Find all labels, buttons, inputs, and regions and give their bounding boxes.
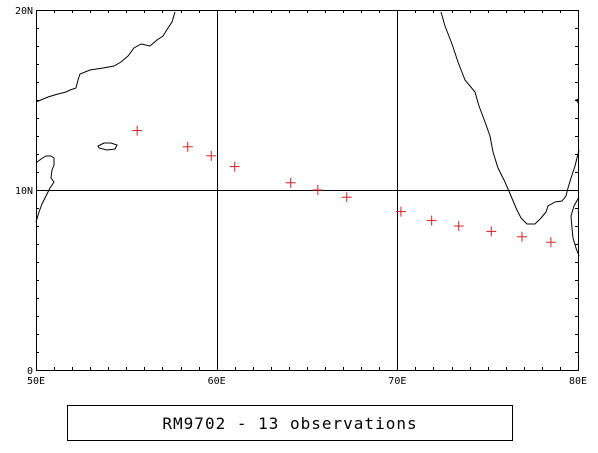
x-tick-label: 70E [388, 376, 406, 387]
x-tick-label: 80E [569, 376, 587, 387]
observation-marker [229, 161, 240, 172]
observation-markers [132, 125, 556, 248]
caption-text: RM9702 - 13 observations [162, 413, 418, 433]
tick-marks [36, 10, 579, 371]
coastline-horn-of-africa [35, 155, 55, 223]
observation-marker [545, 237, 556, 248]
observation-marker [453, 221, 464, 231]
coastline-arabia [35, 11, 176, 103]
y-tick-label: 20N [15, 6, 33, 17]
y-tick-label: 10N [15, 186, 33, 197]
observation-marker [182, 141, 193, 152]
observation-marker [395, 206, 406, 217]
coastlines [35, 11, 580, 257]
coastline-socotra [97, 142, 118, 151]
tick-labels: 50E 60E 70E 80E 0 10N 20N [15, 6, 587, 387]
grid-lines [36, 10, 578, 370]
observation-marker [132, 125, 143, 136]
observation-marker [341, 192, 352, 203]
caption-box: RM9702 - 13 observations [67, 405, 513, 441]
coastline-india [440, 11, 580, 225]
x-tick-label: 50E [27, 376, 45, 387]
coastline-sri-lanka [570, 196, 580, 257]
observation-marker [312, 185, 323, 195]
x-tick-label: 60E [208, 376, 226, 387]
observation-marker [426, 215, 437, 226]
y-tick-label: 0 [27, 366, 33, 377]
observation-marker [486, 226, 497, 237]
observation-marker [516, 231, 527, 242]
observation-marker [206, 150, 217, 161]
observation-marker [285, 177, 296, 188]
